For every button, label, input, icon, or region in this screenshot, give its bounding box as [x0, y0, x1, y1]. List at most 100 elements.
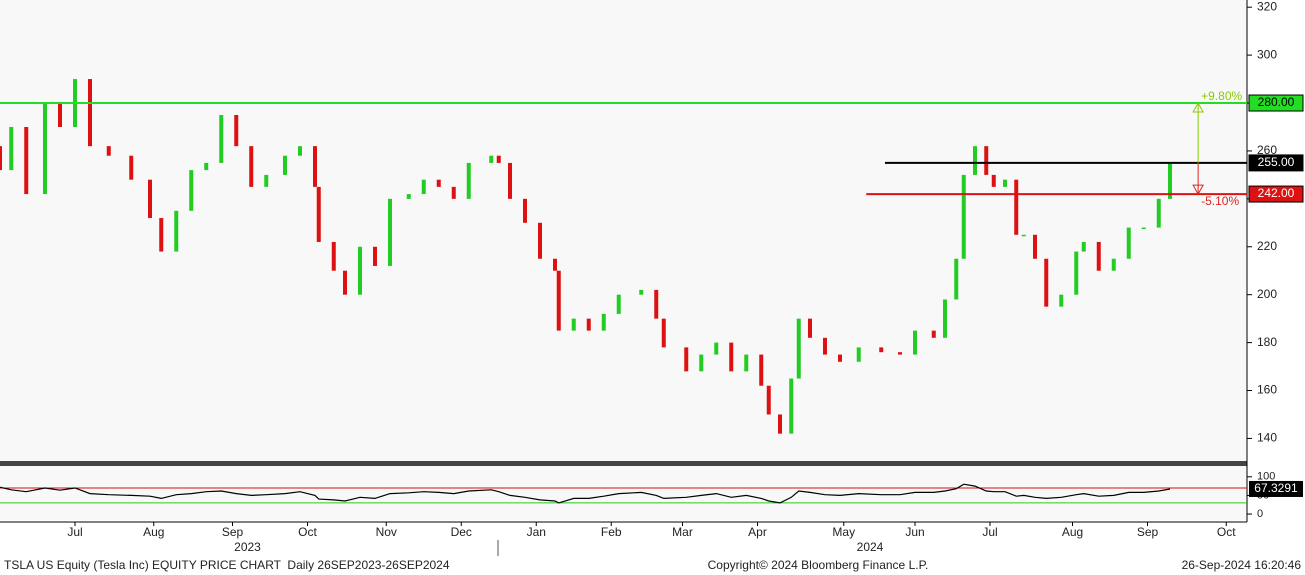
candle	[406, 194, 411, 199]
candle	[1168, 162, 1172, 199]
candle	[24, 126, 29, 195]
x-tick-label: Dec	[451, 525, 472, 539]
candle	[58, 103, 62, 127]
candle	[1096, 241, 1101, 271]
candle	[898, 352, 902, 355]
annotation-label: +9.80%	[1201, 89, 1242, 103]
candle	[766, 385, 771, 415]
x-tick-label: Oct	[298, 525, 317, 539]
candle	[601, 313, 606, 331]
rsi-last-label: 67.3291	[1254, 481, 1298, 495]
candle	[1033, 234, 1037, 259]
candle	[204, 162, 209, 171]
candle	[174, 210, 179, 252]
candle	[586, 318, 591, 331]
candle	[1141, 227, 1146, 230]
candle	[684, 347, 689, 372]
year-label: 2024	[857, 540, 884, 554]
y-tick-label: 260	[1257, 143, 1277, 157]
candle	[661, 318, 666, 348]
level-label-box	[1248, 185, 1304, 203]
x-tick-label: Jan	[527, 525, 546, 539]
candle	[556, 270, 561, 331]
candle	[234, 115, 239, 147]
candle	[219, 115, 224, 163]
candle	[373, 246, 377, 266]
candle	[823, 337, 827, 355]
x-tick-label: Oct	[1217, 525, 1236, 539]
rsi-line	[0, 483, 1171, 504]
candle	[778, 414, 782, 434]
y-tick-label: 140	[1257, 431, 1277, 445]
footer-center: Copyright© 2024 Bloomberg Finance L.P.	[708, 558, 929, 572]
candle	[954, 258, 959, 300]
candle	[249, 146, 254, 187]
x-tick-label: May	[832, 525, 855, 539]
candle	[699, 354, 704, 372]
candle	[1111, 258, 1116, 271]
candle	[331, 241, 336, 271]
candle	[436, 179, 441, 187]
candle	[9, 126, 14, 171]
candle	[856, 347, 861, 362]
candle	[106, 146, 111, 156]
x-tick-label: Apr	[748, 525, 767, 539]
candle	[159, 218, 164, 252]
candle	[973, 146, 977, 175]
candle	[283, 155, 287, 175]
candle	[729, 342, 734, 372]
candle	[489, 155, 494, 163]
x-tick-label: Jun	[905, 525, 924, 539]
footer-left: TSLA US Equity (Tesla Inc) EQUITY PRICE …	[4, 558, 450, 572]
candle	[451, 186, 456, 199]
candle	[496, 155, 501, 163]
candle	[961, 174, 966, 259]
candle	[1081, 241, 1086, 252]
candle	[1021, 234, 1026, 237]
candle	[571, 318, 576, 331]
candle	[1126, 227, 1131, 259]
y-tick-label: 160	[1257, 383, 1277, 397]
candle	[1156, 198, 1161, 228]
candle	[879, 347, 884, 353]
x-tick-label: Mar	[672, 525, 693, 539]
x-tick-label: Jul	[67, 525, 82, 539]
candle	[553, 258, 557, 271]
candle	[913, 330, 917, 355]
candle	[744, 354, 749, 372]
candle	[508, 162, 512, 199]
annotation-label: -5.10%	[1201, 194, 1239, 208]
candle	[316, 186, 321, 242]
y-tick-label: 180	[1257, 335, 1277, 349]
level-label: 242.00	[1258, 186, 1295, 200]
level-label: 255.00	[1258, 155, 1295, 169]
candle	[808, 318, 812, 338]
candle	[88, 79, 92, 147]
candle	[1059, 294, 1064, 307]
rsi-label-box	[1249, 480, 1303, 497]
x-tick-label: Nov	[376, 525, 397, 539]
candle	[1014, 179, 1019, 235]
candle	[639, 289, 644, 295]
candle	[714, 342, 719, 355]
annotation-arrowhead	[1192, 101, 1204, 113]
x-tick-label: Jul	[982, 525, 997, 539]
candle	[984, 146, 989, 175]
candle	[616, 294, 621, 314]
y-tick-label: 300	[1257, 47, 1277, 61]
footer-right: 26-Sep-2024 16:20:46	[1182, 558, 1302, 572]
candle	[43, 103, 47, 195]
candle	[943, 299, 947, 338]
candle	[313, 146, 317, 187]
candle	[523, 198, 527, 223]
candle	[1044, 258, 1049, 307]
panel-divider	[0, 461, 1247, 466]
candle	[189, 170, 194, 211]
annotation-arrowhead	[1192, 184, 1204, 196]
y-tick-label: 100	[1257, 471, 1275, 483]
candle	[1003, 179, 1007, 187]
x-tick-label: Aug	[143, 525, 164, 539]
candle	[789, 378, 794, 434]
candle	[654, 289, 659, 319]
